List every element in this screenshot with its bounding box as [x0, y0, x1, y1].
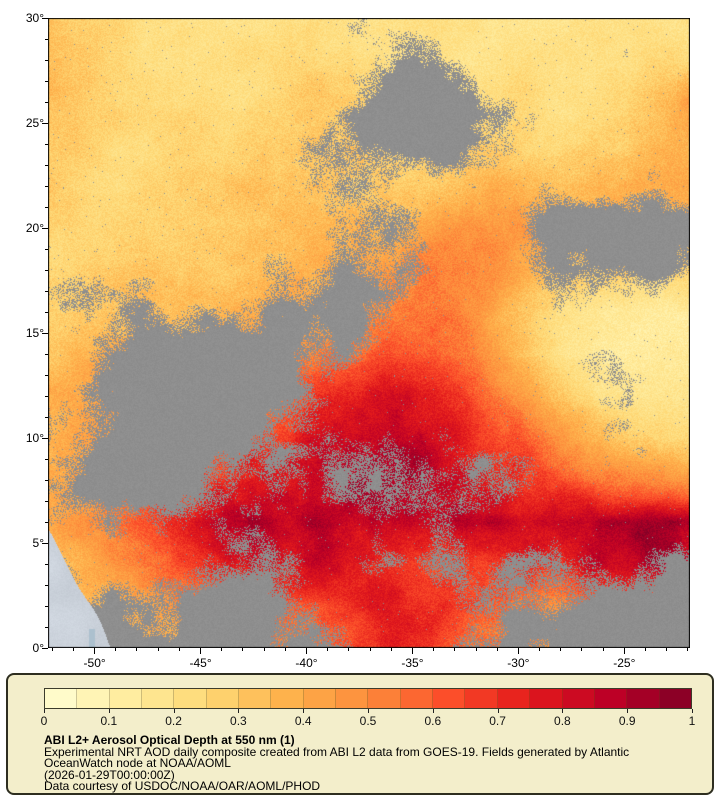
lon-tick: [517, 648, 519, 654]
lon-tick: [666, 648, 668, 651]
colorbar-cell: [45, 689, 78, 708]
colorbar-tick: [432, 709, 434, 713]
lat-tick-label: 0°: [32, 641, 44, 655]
legend-credit: Data courtesy of USDOC/NOAA/OAR/AOML/PHO…: [44, 779, 321, 794]
lon-tick: [284, 648, 286, 651]
lon-tick: [369, 648, 371, 651]
colorbar-tick: [627, 709, 629, 713]
colorbar-tick: [497, 709, 499, 713]
colorbar-tick-label: 0.8: [554, 714, 571, 728]
colorbar-tick: [173, 709, 175, 713]
lon-tick: [136, 648, 138, 651]
aod-raster-canvas: [48, 18, 690, 648]
colorbar-cell: [142, 689, 175, 708]
colorbar-cell: [562, 689, 595, 708]
lon-tick: [200, 648, 202, 654]
colorbar-tick: [303, 709, 305, 713]
lon-tick: [178, 648, 180, 651]
colorbar: [44, 688, 692, 709]
lon-tick: [687, 648, 689, 651]
colorbar-tick-label: 0.6: [424, 714, 442, 728]
lon-tick: [581, 648, 583, 651]
colorbar-cell: [497, 689, 531, 708]
colorbar-cell: [239, 689, 272, 708]
lon-tick: [157, 648, 159, 651]
legend-timestamp: (2026-01-29T00:00:00Z): [44, 767, 175, 782]
lat-tick-label: 15°: [25, 326, 44, 340]
colorbar-tick-label: 0.1: [100, 714, 118, 728]
lon-tick-label: -35°: [401, 656, 424, 670]
lon-tick-label: -50°: [83, 656, 106, 670]
colorbar-tick-label: 0.2: [165, 714, 182, 728]
colorbar-cell: [433, 689, 466, 708]
lon-tick: [645, 648, 646, 651]
colorbar-cell: [530, 689, 563, 708]
colorbar-cell: [594, 689, 628, 708]
lat-tick-label: 20°: [25, 221, 44, 235]
lon-tick: [539, 648, 541, 651]
colorbar-tick-label: 0: [40, 714, 48, 728]
lat-tick-label: 5°: [32, 536, 44, 550]
lon-tick: [602, 648, 604, 651]
colorbar-cell: [109, 689, 143, 708]
lon-tick: [115, 648, 117, 651]
colorbar-cell: [174, 689, 207, 708]
colorbar-cell: [77, 689, 110, 708]
lon-tick: [305, 648, 307, 654]
map-plot: -50° -45° -40° -35° -30° -25° 30° 25° 20° 15° 10° 5…: [26, 11, 690, 670]
lon-tick: [475, 648, 477, 651]
colorbar-tick: [562, 709, 564, 713]
lon-tick: [72, 648, 74, 651]
colorbar-tick-label: 0.5: [359, 714, 377, 728]
lon-tick: [221, 648, 223, 651]
lon-tick: [411, 648, 413, 654]
lon-tick: [263, 648, 265, 651]
lat-tick-label: 10°: [25, 431, 44, 445]
colorbar-tick-label: 0.9: [618, 714, 636, 728]
lon-tick: [560, 648, 562, 651]
lon-tick: [327, 648, 329, 651]
lon-tick-label: -25°: [613, 656, 636, 670]
colorbar-cell: [400, 689, 434, 708]
colorbar-tick-label: 0.3: [230, 714, 247, 728]
lon-tick: [94, 648, 96, 654]
lon-tick: [242, 648, 244, 651]
colorbar-tick: [238, 709, 240, 713]
colorbar-cell: [206, 689, 240, 708]
colorbar-ticks: 0 0.1 0.2 0.3 0.4 0.5 0.6 0.7 0.8 0.9 1: [41, 709, 695, 731]
lon-tick-label: -30°: [507, 656, 530, 670]
lon-tick: [51, 648, 53, 651]
colorbar-cell: [303, 689, 337, 708]
lon-tick-label: -40°: [295, 656, 318, 670]
lat-tick-label: 25°: [25, 116, 44, 130]
lon-tick: [348, 648, 350, 651]
lon-tick: [454, 648, 456, 651]
colorbar-tick: [108, 709, 110, 713]
colorbar-cell: [659, 689, 691, 708]
colorbar-tick: [692, 709, 693, 713]
colorbar-tick: [44, 709, 45, 713]
legend-line-1: Experimental NRT AOD daily composite cre…: [44, 744, 630, 759]
colorbar-tick-label: 1: [688, 714, 696, 728]
legend-panel: 0 0.1 0.2 0.3 0.4 0.5 0.6 0.7 0.8 0.9 1 ABI L2+ Ae…: [6, 673, 714, 795]
lon-tick: [433, 648, 435, 651]
lon-tick-label: -45°: [189, 656, 212, 670]
lon-tick: [390, 648, 392, 651]
colorbar-cell: [627, 689, 660, 708]
lon-tick: [623, 648, 625, 654]
legend-title: ABI L2+ Aerosol Optical Depth at 550 nm …: [44, 733, 295, 747]
colorbar-tick: [368, 709, 369, 713]
colorbar-cell: [368, 689, 401, 708]
legend-text: ABI L2+ Aerosol Optical Depth at 550 nm …: [44, 733, 704, 794]
colorbar-tick-label: 0.7: [489, 714, 506, 728]
lat-tick-label: 30°: [25, 11, 44, 25]
colorbar-cell: [465, 689, 498, 708]
colorbar-cell: [336, 689, 369, 708]
colorbar-cell: [271, 689, 304, 708]
lon-tick: [496, 648, 498, 651]
colorbar-tick-label: 0.4: [294, 714, 312, 728]
legend-line-2: OceanWatch node at NOAA/AOML: [44, 756, 231, 771]
